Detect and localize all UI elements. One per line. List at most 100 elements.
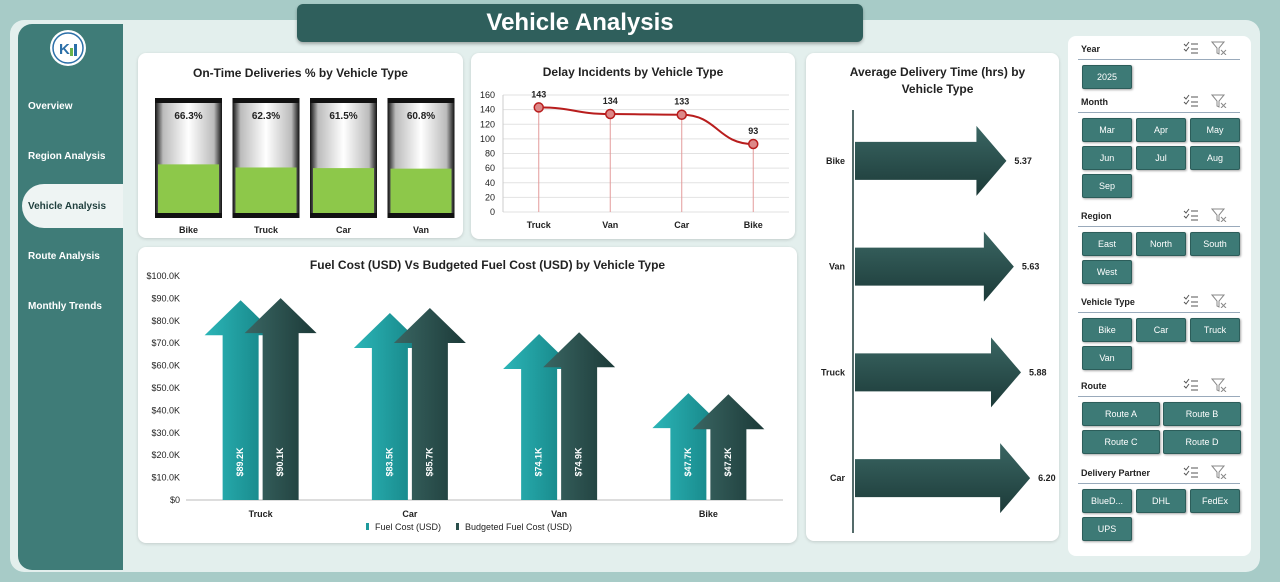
filter-chip-route[interactable]: Route A (1082, 402, 1160, 426)
company-logo: K (50, 30, 86, 66)
filter-toolbar (1183, 41, 1227, 55)
data-label: 6.20 (1038, 473, 1056, 483)
y-tick-label: 120 (480, 119, 495, 129)
filter-chip-route[interactable]: Route B (1163, 402, 1241, 426)
category-label: Bike (179, 225, 198, 235)
filter-chip-vehicle[interactable]: Truck (1190, 318, 1240, 342)
filter-chip-partner[interactable]: UPS (1082, 517, 1132, 541)
y-tick-label: 140 (480, 105, 495, 115)
multi-select-icon[interactable] (1183, 41, 1199, 55)
filter-title-route: Route (1081, 378, 1241, 392)
filter-divider (1078, 59, 1240, 60)
multi-select-icon[interactable] (1183, 294, 1199, 308)
chart-title: Fuel Cost (USD) Vs Budgeted Fuel Cost (U… (309, 258, 666, 272)
filter-chip-year[interactable]: 2025 (1082, 65, 1132, 89)
data-label: 61.5% (329, 111, 357, 122)
filter-chip-region[interactable]: East (1082, 232, 1132, 256)
ontime-chart: 66.3% Bike 62.3% Truck 61.5% Car 60.8% Van (155, 98, 455, 235)
data-label: $74.1K (534, 447, 544, 477)
filter-divider (1078, 483, 1240, 484)
filter-chip-month[interactable]: Sep (1082, 174, 1132, 198)
nav-overview[interactable]: Overview (0, 84, 123, 128)
filter-toolbar (1183, 378, 1227, 392)
nav-region-analysis[interactable]: Region Analysis (0, 134, 123, 178)
filter-chip-month[interactable]: Apr (1136, 118, 1186, 142)
delay-line (538, 106, 754, 145)
filter-chip-region[interactable]: South (1190, 232, 1240, 256)
sidebar (18, 24, 123, 570)
filter-chip-month[interactable]: Mar (1082, 118, 1132, 142)
filter-toolbar (1183, 94, 1227, 108)
category-label: Van (602, 220, 618, 230)
filter-chip-partner[interactable]: DHL (1136, 489, 1186, 513)
filter-toolbar (1183, 465, 1227, 479)
data-label: $89.2K (235, 447, 245, 477)
clear-filter-icon[interactable] (1211, 94, 1227, 108)
filter-chip-region[interactable]: West (1082, 260, 1132, 284)
filter-chip-vehicle[interactable]: Van (1082, 346, 1132, 370)
data-label: 5.63 (1022, 262, 1040, 272)
filter-chip-month[interactable]: Jul (1136, 146, 1186, 170)
multi-select-icon[interactable] (1183, 208, 1199, 222)
clear-filter-icon[interactable] (1211, 294, 1227, 308)
y-tick-label: $80.0K (151, 316, 180, 326)
filter-chip-month[interactable]: Aug (1190, 146, 1240, 170)
y-tick-label: 20 (485, 192, 495, 202)
data-label: $47.2K (723, 447, 733, 477)
filter-chip-month[interactable]: Jun (1082, 146, 1132, 170)
cylinder-base (310, 213, 377, 218)
nav-vehicle-analysis[interactable]: Vehicle Analysis (22, 184, 123, 228)
cylinder-cap (232, 98, 300, 103)
filter-chip-vehicle[interactable]: Car (1136, 318, 1186, 342)
data-label: $74.9K (574, 447, 584, 477)
y-tick-label: 160 (480, 90, 495, 100)
filter-divider (1078, 112, 1240, 113)
y-tick-label: $40.0K (151, 405, 180, 415)
nav-label: Route Analysis (28, 250, 100, 262)
filter-chip-vehicle[interactable]: Bike (1082, 318, 1132, 342)
multi-select-icon[interactable] (1183, 465, 1199, 479)
clear-filter-icon[interactable] (1211, 41, 1227, 55)
multi-select-icon[interactable] (1183, 378, 1199, 392)
filter-chip-route[interactable]: Route D (1163, 430, 1241, 454)
nav-label: Region Analysis (28, 150, 106, 162)
cylinder-cap (310, 98, 377, 103)
multi-select-icon[interactable] (1183, 94, 1199, 108)
filter-chip-route[interactable]: Route C (1082, 430, 1160, 454)
data-label: $85.7K (424, 447, 434, 477)
nav-route-analysis[interactable]: Route Analysis (0, 234, 123, 278)
legend-label: Fuel Cost (USD) (375, 522, 441, 532)
avgtime-arrow (855, 443, 1031, 514)
category-label: Van (829, 262, 845, 272)
data-label: $90.1K (275, 447, 285, 477)
filter-chip-partner[interactable]: FedEx (1190, 489, 1240, 513)
category-label: Truck (249, 509, 274, 519)
category-label: Truck (254, 225, 279, 235)
filter-label: Route (1081, 381, 1107, 391)
clear-filter-icon[interactable] (1211, 208, 1227, 222)
clear-filter-icon[interactable] (1211, 378, 1227, 392)
y-tick-label: 60 (485, 163, 495, 173)
filter-toolbar (1183, 294, 1227, 308)
clear-filter-icon[interactable] (1211, 465, 1227, 479)
category-label: Van (551, 509, 567, 519)
cylinder-base (155, 213, 222, 218)
y-tick-label: 80 (485, 149, 495, 159)
data-point (748, 138, 759, 150)
fuel-cost-arrow (204, 300, 277, 500)
budgeted-cost-arrow (543, 332, 616, 500)
data-label: 134 (603, 96, 618, 106)
budgeted-cost-arrow (244, 298, 317, 500)
y-tick-label: $10.0K (151, 473, 180, 483)
filter-chip-region[interactable]: North (1136, 232, 1186, 256)
data-label: $83.5K (384, 447, 394, 477)
y-tick-label: $70.0K (151, 338, 180, 348)
filter-chip-month[interactable]: May (1190, 118, 1240, 142)
nav-label: Monthly Trends (28, 300, 102, 312)
delay-chart: 160 140 120 100 80 60 40 20 0 143 Truck 134 Van 133 Ca… (480, 89, 789, 230)
y-tick-label: $50.0K (151, 383, 180, 393)
filter-title-vehicle: Vehicle Type (1081, 294, 1241, 308)
nav-monthly-trends[interactable]: Monthly Trends (0, 284, 123, 328)
filter-chip-partner[interactable]: BlueD... (1082, 489, 1132, 513)
chart-title: Delay Incidents by Vehicle Type (542, 65, 724, 79)
